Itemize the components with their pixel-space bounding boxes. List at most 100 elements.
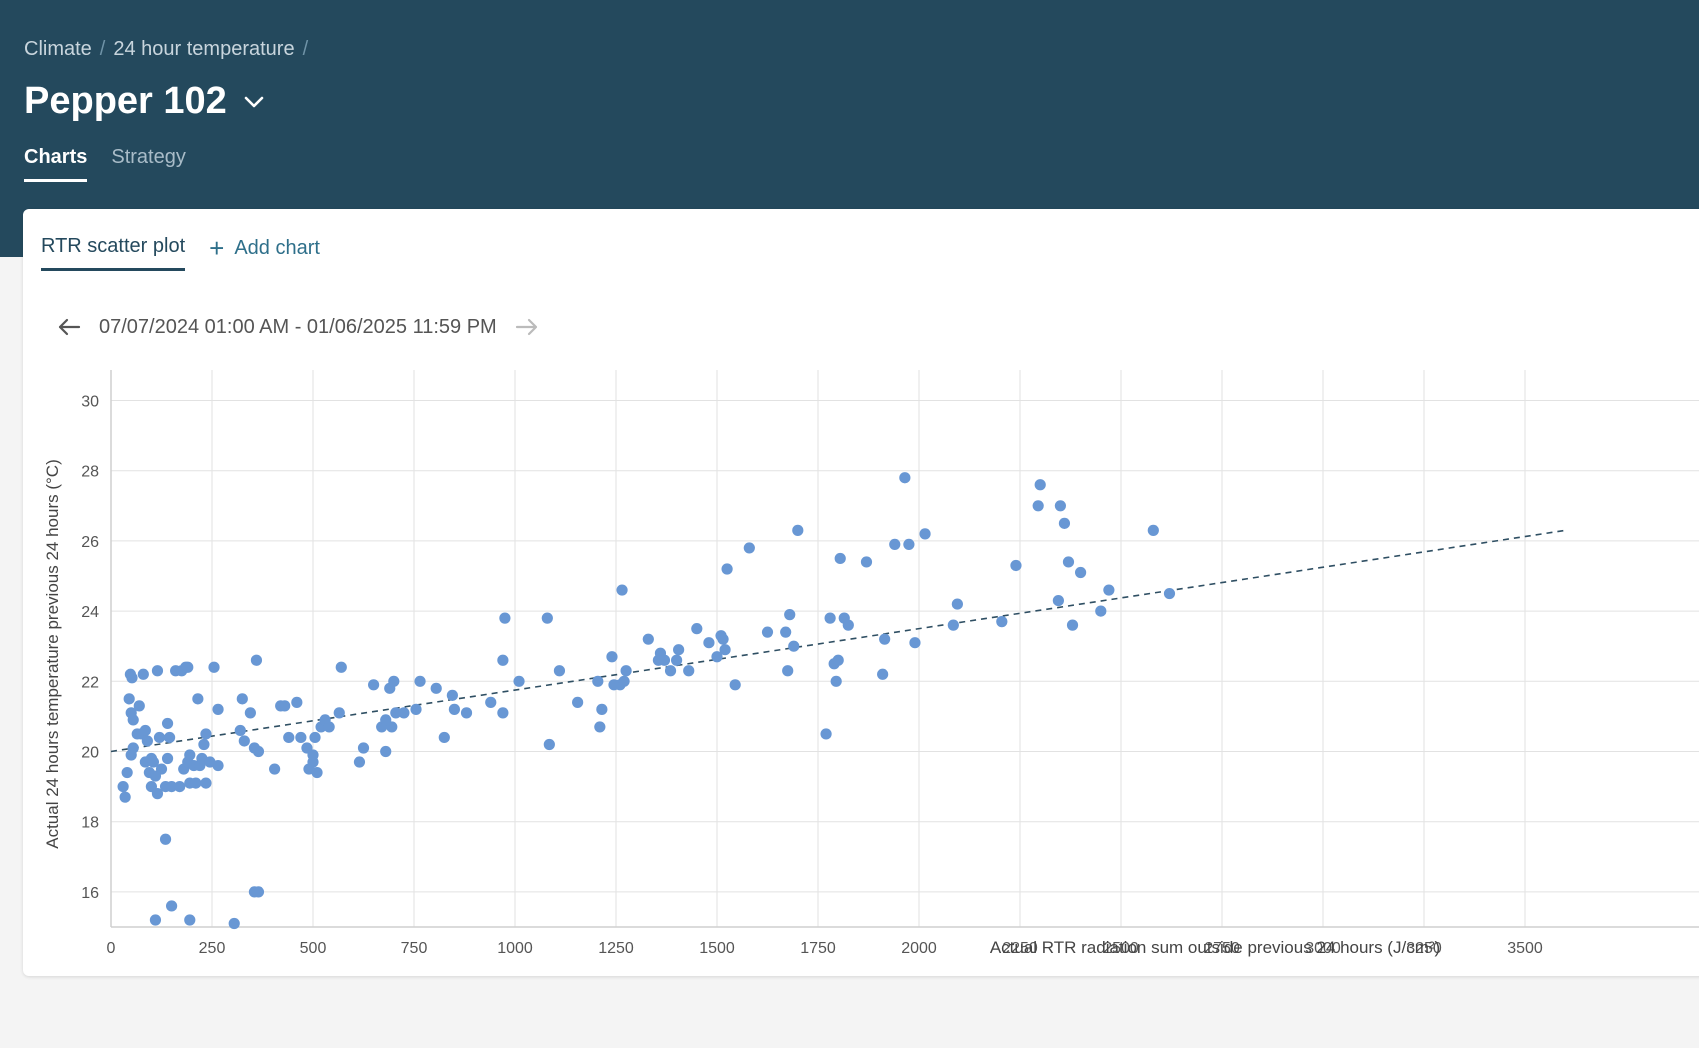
add-chart-label: Add chart	[234, 236, 320, 259]
data-point	[877, 668, 889, 680]
data-point	[410, 703, 422, 715]
data-point	[212, 759, 224, 772]
data-point	[430, 682, 442, 694]
chart-tabs: RTR scatter plot + Add chart	[41, 235, 320, 271]
tab-charts[interactable]: Charts	[24, 146, 88, 182]
y-axis-ticks: 16 18 20 22 24 26 28 30	[81, 394, 99, 902]
data-point	[236, 693, 248, 705]
data-point	[252, 745, 265, 758]
data-point	[830, 675, 842, 687]
data-point	[879, 633, 891, 645]
data-point	[889, 538, 901, 551]
data-point	[691, 623, 703, 635]
x-tick-label: 1250	[598, 940, 634, 957]
data-point	[127, 742, 139, 754]
data-point	[166, 900, 178, 912]
data-point	[616, 584, 628, 596]
data-point	[291, 696, 303, 708]
data-point	[438, 731, 450, 744]
x-tick-label: 2250	[1002, 940, 1038, 957]
data-point	[163, 731, 176, 744]
data-point	[161, 752, 174, 765]
data-point	[386, 721, 398, 733]
breadcrumb-item-climate[interactable]: Climate	[24, 38, 92, 60]
data-point	[592, 675, 604, 687]
data-point	[295, 731, 307, 744]
data-point	[279, 700, 291, 712]
tab-rtr-scatter-plot[interactable]: RTR scatter plot	[41, 235, 186, 271]
data-point	[228, 917, 240, 930]
data-point	[711, 651, 723, 663]
data-point	[448, 703, 460, 715]
data-point	[133, 700, 145, 712]
date-range-bar: 07/07/2024 01:00 AM - 01/06/2025 11:59 P…	[55, 313, 541, 341]
x-tick-label: 2750	[1204, 940, 1240, 957]
data-point	[594, 721, 606, 733]
data-point	[234, 724, 246, 737]
data-point	[269, 763, 281, 775]
data-point	[820, 728, 832, 740]
data-point	[190, 777, 202, 789]
data-point	[250, 654, 263, 666]
data-point	[283, 731, 295, 744]
data-point	[860, 556, 873, 568]
data-point	[309, 731, 321, 744]
breadcrumb-separator: /	[302, 38, 309, 60]
data-point	[1095, 605, 1107, 617]
data-point	[671, 654, 683, 666]
x-tick-label: 0	[107, 940, 116, 957]
data-point	[1054, 500, 1066, 512]
x-tick-label: 3250	[1406, 940, 1442, 957]
y-tick-label: 18	[81, 815, 99, 832]
data-point	[541, 612, 553, 624]
scatter-chart: 0 250 500 750 1000 1250 1500 1750 2000 2250 2500 27…	[43, 370, 1699, 957]
data-point	[153, 731, 166, 744]
data-point	[572, 696, 584, 708]
data-point	[497, 707, 509, 719]
data-point	[919, 528, 931, 540]
y-tick-label: 20	[81, 745, 99, 762]
data-point	[159, 833, 172, 845]
x-tick-label: 2500	[1103, 940, 1139, 957]
data-point	[198, 738, 210, 751]
data-point	[543, 738, 555, 751]
data-point	[909, 637, 921, 649]
data-point	[1062, 556, 1075, 568]
data-point	[1058, 517, 1071, 529]
y-tick-label: 26	[81, 534, 99, 551]
arrow-left-icon[interactable]	[55, 313, 83, 341]
y-tick-label: 28	[81, 464, 99, 481]
data-point	[743, 542, 755, 554]
data-point	[834, 552, 846, 565]
data-point	[390, 707, 402, 719]
data-points	[117, 472, 1176, 930]
data-point	[719, 644, 731, 656]
chevron-down-icon[interactable]	[241, 89, 267, 115]
data-point	[1103, 584, 1115, 596]
data-point	[121, 766, 133, 779]
data-point	[123, 693, 135, 705]
data-point	[238, 735, 250, 747]
data-point	[729, 679, 741, 691]
data-point	[137, 668, 149, 680]
breadcrumb-item-24-hour-temperature[interactable]: 24 hour temperature	[113, 38, 295, 60]
data-point	[368, 679, 380, 691]
add-chart-button[interactable]: + Add chart	[209, 235, 320, 270]
data-point	[553, 665, 566, 677]
data-point	[335, 661, 347, 673]
x-axis-ticks: 0 250 500 750 1000 1250 1500 1750 2000 2250 2500 27…	[107, 940, 1543, 957]
x-tick-label: 250	[199, 940, 226, 957]
data-point	[1066, 619, 1079, 631]
data-point	[161, 717, 174, 730]
data-point	[1147, 524, 1159, 536]
data-point	[642, 633, 654, 645]
x-tick-label: 3000	[1305, 940, 1341, 957]
data-point	[126, 672, 138, 684]
data-point	[182, 661, 194, 673]
data-point	[357, 742, 370, 754]
data-point	[899, 472, 911, 484]
arrow-right-icon[interactable]	[513, 313, 541, 341]
data-point	[184, 749, 196, 761]
data-point	[497, 654, 509, 666]
tab-strategy[interactable]: Strategy	[111, 146, 186, 168]
